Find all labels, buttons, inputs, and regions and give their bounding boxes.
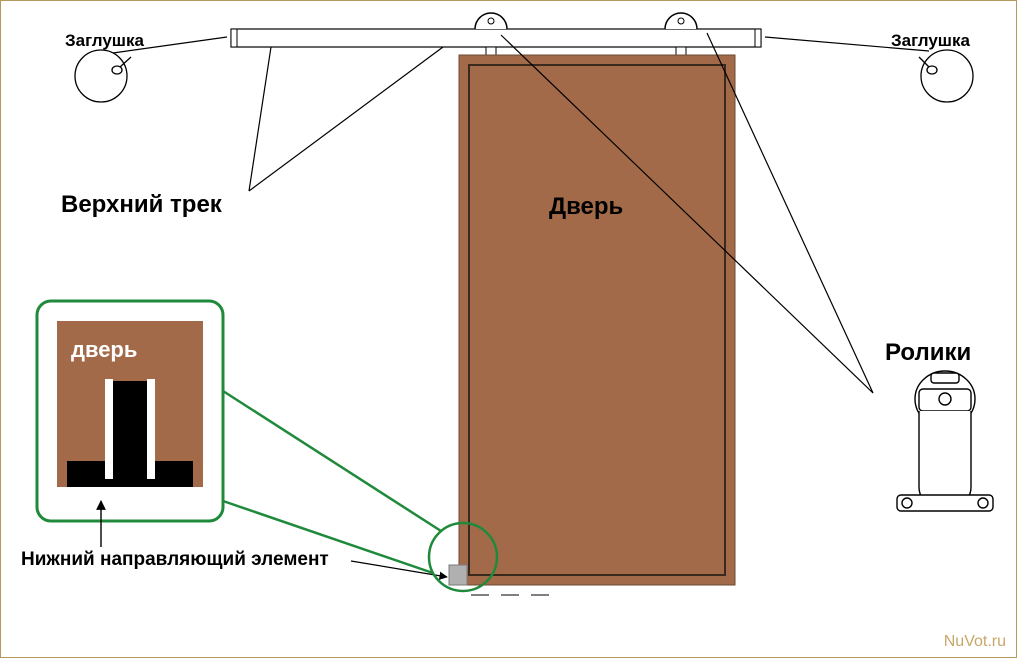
lower-guide-label: Нижний направляющий элемент <box>21 549 329 571</box>
door-label: Дверь <box>549 193 623 221</box>
diagram-canvas: Заглушка Заглушка Верхний трек Дверь Рол… <box>0 0 1017 658</box>
plug-right-label: Заглушка <box>891 31 970 51</box>
plug-left-label: Заглушка <box>65 31 144 51</box>
inset-connector-lines <box>223 391 441 573</box>
roller-detail-icon <box>897 371 993 511</box>
rollers-label: Ролики <box>885 339 971 367</box>
end-cap-left-icon <box>75 50 131 102</box>
inset-detail <box>37 301 223 521</box>
door-panel <box>459 55 735 585</box>
inset-door-label: дверь <box>71 337 137 363</box>
top-track <box>231 29 761 47</box>
end-cap-right-icon <box>919 50 973 102</box>
watermark-text: NuVot.ru <box>944 633 1006 651</box>
top-track-label: Верхний трек <box>61 191 222 219</box>
lower-guide-block <box>449 565 467 585</box>
